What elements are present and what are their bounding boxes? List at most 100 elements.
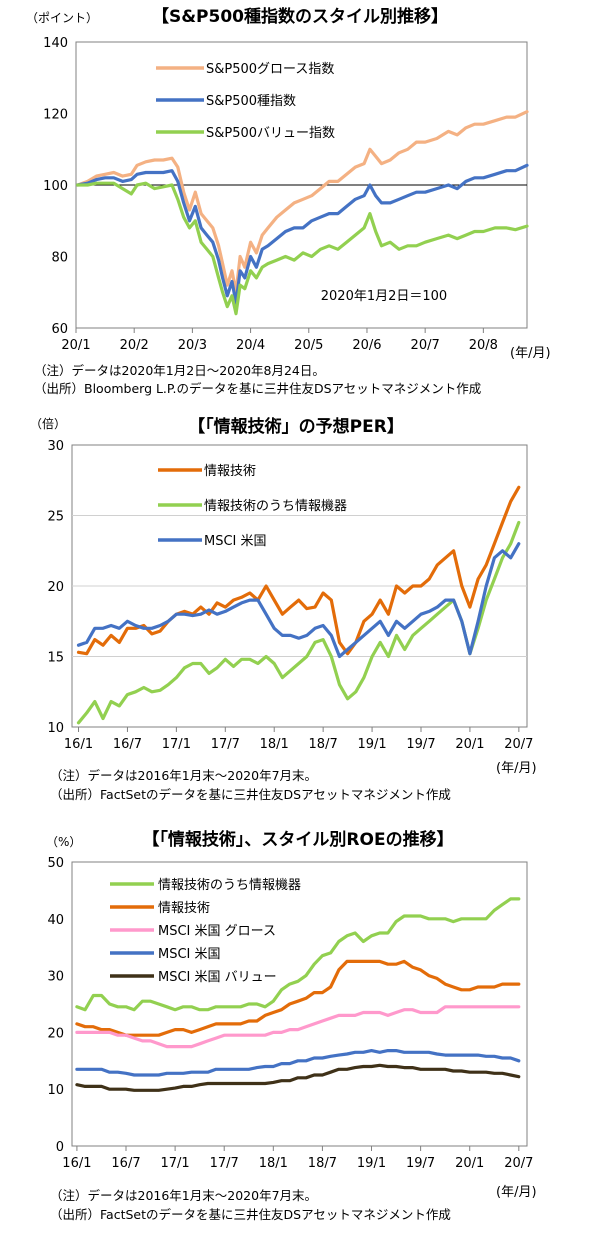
y-unit-label: （%） [46, 835, 81, 849]
chart-title: 【「情報技術」、スタイル別ROEの推移】 [142, 829, 453, 850]
legend-label: S&P500種指数 [206, 93, 296, 109]
y-tick-label: 30 [47, 970, 64, 985]
x-tick-label: 17/1 [162, 737, 191, 752]
legend-label: 情報技術 [204, 464, 256, 479]
x-tick-label: 18/7 [308, 1156, 337, 1171]
x-tick-label: 20/6 [352, 338, 381, 353]
x-tick-label: 19/1 [357, 737, 386, 752]
plot-frame [71, 861, 528, 1147]
y-unit-label: （倍） [30, 416, 66, 431]
note-line: （注）データは2016年1月末～2020年7月末。 [50, 1188, 317, 1203]
series-group [75, 897, 521, 1092]
y-tick-label: 15 [47, 651, 64, 666]
x-tick-label: 19/1 [357, 1156, 386, 1171]
x-tick-label: 19/7 [406, 1156, 435, 1171]
x-unit-label: (年/月) [496, 761, 537, 776]
y-tick-label: 10 [47, 1083, 64, 1098]
gridlines [72, 515, 527, 657]
y-tick-label: 100 [43, 179, 68, 194]
legend-label: 情報技術のうち情報機器 [204, 499, 347, 514]
x-tick-label: 16/1 [64, 737, 93, 752]
legend-label: MSCI 米国 バリュー [158, 970, 277, 985]
series-line-1 [75, 897, 521, 1012]
legend-label: MSCI 米国 グロース [158, 924, 276, 939]
x-tick-label: 17/1 [161, 1156, 190, 1171]
y-tick-label: 140 [43, 36, 68, 51]
y-unit-label: （ポイント） [26, 11, 98, 25]
y-tick-label: 40 [47, 913, 64, 928]
note-line: （注）データは2016年1月末～2020年7月末。 [50, 768, 317, 783]
series-line-3 [75, 1005, 521, 1049]
chart-it-roe: 【「情報技術」、スタイル別ROEの推移】 （%） 50 40 30 20 10 0 16/… [46, 829, 537, 1222]
y-tick-label: 120 [43, 108, 68, 123]
legend-label: MSCI 米国 [204, 534, 267, 549]
x-tick-label: 20/1 [455, 1156, 484, 1171]
x-tick-label: 18/1 [260, 737, 289, 752]
x-tick-label: 17/7 [210, 1156, 239, 1171]
y-tick-label: 50 [47, 856, 64, 871]
legend-label: MSCI 米国 [158, 947, 221, 962]
series-line-1 [76, 110, 529, 294]
series-line-2 [75, 959, 521, 1037]
y-axis: 140 120 100 80 60 [43, 36, 68, 337]
base-annotation: 2020年1月2日＝100 [321, 289, 447, 304]
x-axis: 16/1 16/7 17/1 17/7 18/1 18/7 19/1 19/7 20/1 20/7 [62, 1146, 533, 1171]
legend-label: 情報技術のうち情報機器 [158, 878, 301, 893]
source-line: （出所）FactSetのデータを基に三井住友DSアセットマネジメント作成 [50, 1207, 451, 1222]
x-unit-label: (年/月) [496, 1185, 537, 1200]
x-axis: 16/1 16/7 17/1 17/7 18/1 18/7 19/1 19/7 20/1 20/7 [64, 727, 533, 752]
chart-it-per: 【「情報技術」の予想PER】 （倍） 30 25 20 15 10 16/1 16/7 17… [30, 416, 537, 802]
y-tick-label: 0 [56, 1140, 64, 1155]
x-tick-label: 20/4 [236, 338, 265, 353]
x-tick-label: 20/1 [61, 338, 90, 353]
x-tick-label: 16/7 [113, 737, 142, 752]
y-tick-label: 25 [47, 510, 64, 525]
legend-label: S&P500グロース指数 [206, 62, 334, 77]
x-tick-label: 19/7 [406, 737, 435, 752]
x-unit-label: (年/月) [510, 346, 551, 361]
y-axis: 50 40 30 20 10 0 [47, 856, 64, 1155]
x-tick-label: 20/2 [120, 338, 149, 353]
chart-title: 【「情報技術」の予想PER】 [188, 416, 404, 437]
series-group [76, 110, 529, 316]
series-line-2 [76, 163, 529, 305]
x-tick-label: 20/7 [504, 1156, 533, 1171]
x-axis: 20/1 20/2 20/3 20/4 20/5 20/6 20/7 20/8 [61, 328, 498, 353]
source-line: （出所）Bloomberg L.P.のデータを基に三井住友DSアセットマネジメン… [34, 381, 481, 396]
x-tick-label: 17/7 [211, 737, 240, 752]
y-tick-label: 20 [47, 580, 64, 595]
source-line: （出所）FactSetのデータを基に三井住友DSアセットマネジメント作成 [50, 787, 451, 802]
x-tick-label: 20/7 [504, 737, 533, 752]
y-tick-label: 60 [51, 322, 68, 337]
note-line: （注）データは2020年1月2日～2020年8月24日。 [34, 363, 325, 378]
series-line-3 [76, 181, 529, 316]
chart-title: 【S&P500種指数のスタイル別推移】 [152, 6, 448, 27]
series-line-2 [76, 520, 521, 725]
series-line-3 [76, 542, 521, 659]
x-tick-label: 20/5 [294, 338, 323, 353]
y-axis: 30 25 20 15 10 [47, 439, 64, 736]
y-tick-label: 20 [47, 1026, 64, 1041]
x-tick-label: 16/1 [62, 1156, 91, 1171]
series-line-1 [76, 485, 521, 656]
y-tick-label: 10 [47, 721, 64, 736]
x-tick-label: 20/8 [469, 338, 498, 353]
x-tick-label: 18/1 [259, 1156, 288, 1171]
series-line-4 [75, 1049, 521, 1077]
chart-sp500-style: 【S&P500種指数のスタイル別推移】 （ポイント） 140 120 100 80 60… [26, 6, 551, 396]
x-tick-label: 16/7 [111, 1156, 140, 1171]
y-tick-label: 80 [51, 251, 68, 266]
legend-label: 情報技術 [158, 901, 210, 916]
x-tick-label: 20/1 [455, 737, 484, 752]
legend-label: S&P500バリュー指数 [206, 126, 335, 141]
x-tick-label: 18/7 [309, 737, 338, 752]
y-tick-label: 30 [47, 439, 64, 454]
series-group [76, 485, 521, 725]
legend: S&P500グロース指数 S&P500種指数 S&P500バリュー指数 [156, 62, 335, 141]
x-tick-label: 20/7 [411, 338, 440, 353]
x-tick-label: 20/3 [178, 338, 207, 353]
series-line-5 [75, 1063, 521, 1092]
